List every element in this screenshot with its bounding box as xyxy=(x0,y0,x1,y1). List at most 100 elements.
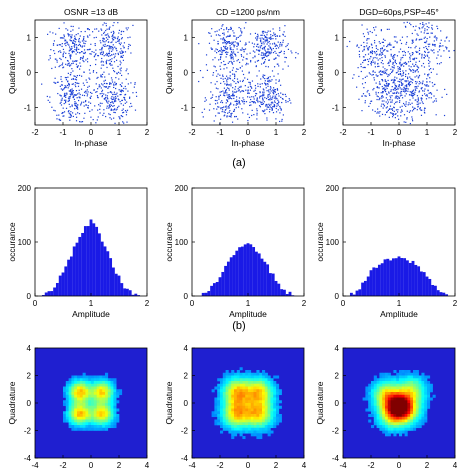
heatmap-cell xyxy=(253,405,257,409)
scatter-point xyxy=(129,36,131,38)
heatmap-cell xyxy=(93,378,97,382)
scatter-point xyxy=(79,44,82,47)
heatmap-cell xyxy=(415,405,419,409)
heatmap-cell xyxy=(264,411,268,415)
scatter-point xyxy=(230,114,232,116)
scatter-point xyxy=(270,104,272,106)
heatmap-cell xyxy=(418,425,422,429)
scatter-point xyxy=(64,101,67,104)
heatmap-cell xyxy=(236,378,240,382)
scatter-point xyxy=(384,55,386,57)
heatmap-cell xyxy=(107,411,111,415)
scatter-point xyxy=(261,103,264,105)
heatmap-cell xyxy=(250,397,254,401)
heatmap-cell xyxy=(418,414,422,418)
histogram-bar xyxy=(210,285,214,296)
scatter-point xyxy=(240,54,242,56)
scatter-point xyxy=(385,97,387,99)
heatmap-cell xyxy=(385,397,389,401)
heatmap-cell xyxy=(413,389,417,393)
scatter-point xyxy=(378,112,380,114)
heatmap-cell xyxy=(262,419,266,423)
scatter-point xyxy=(92,71,94,73)
scatter-point xyxy=(402,54,404,56)
scatter-point xyxy=(214,103,217,105)
heatmap-cell xyxy=(79,408,83,412)
heatmap-cell xyxy=(68,397,72,401)
scatter-point xyxy=(416,65,418,67)
scatter-point xyxy=(440,45,442,47)
histogram-bar xyxy=(445,294,449,296)
heatmap-cell xyxy=(74,403,78,407)
scatter-point xyxy=(411,42,413,44)
scatter-point xyxy=(383,45,385,47)
heatmap-cell xyxy=(264,383,268,387)
scatter-point xyxy=(257,101,259,103)
heatmap-cell xyxy=(396,372,400,376)
scatter-point xyxy=(72,115,74,118)
heatmap-cell xyxy=(407,370,411,374)
heatmap-cell xyxy=(407,422,411,426)
scatter-point xyxy=(410,70,412,72)
x-tick-label: 2 xyxy=(453,128,458,137)
heatmap-cell xyxy=(373,403,377,407)
scatter-point xyxy=(370,55,372,58)
heatmap-cell xyxy=(242,422,246,426)
scatter-point xyxy=(269,98,271,100)
scatter-point xyxy=(269,108,271,110)
heatmap-cell xyxy=(424,400,428,404)
heatmap-cell xyxy=(373,422,377,426)
scatter-point xyxy=(409,94,411,96)
scatter-point xyxy=(425,85,427,87)
heatmap-cell xyxy=(220,394,224,398)
heatmap-cell xyxy=(413,427,417,431)
scatter-point xyxy=(386,69,388,71)
heatmap-cell xyxy=(236,370,240,374)
scatter-point xyxy=(407,51,409,53)
heatmap-cell xyxy=(264,386,268,390)
x-tick-label: -4 xyxy=(31,461,39,470)
scatter-point xyxy=(249,89,252,91)
heatmap-cell xyxy=(74,425,78,429)
scatter-point xyxy=(221,50,224,52)
scatter-point xyxy=(220,57,222,59)
heatmap-cell xyxy=(250,386,254,390)
scatter-point xyxy=(104,79,107,81)
scatter-point xyxy=(130,52,132,54)
scatter-point xyxy=(107,102,109,104)
heatmap-cell xyxy=(250,394,254,398)
x-tick-label: -1 xyxy=(367,128,375,137)
scatter-point xyxy=(259,92,261,94)
scatter-point xyxy=(55,58,57,60)
scatter-point xyxy=(426,54,428,56)
histogram-bar xyxy=(109,258,113,296)
x-tick-label: 1 xyxy=(397,299,402,308)
scatter-point xyxy=(396,77,398,79)
heatmap-cell xyxy=(245,427,249,431)
heatmap-cell xyxy=(77,416,81,420)
scatter-point xyxy=(261,83,263,85)
scatter-point xyxy=(382,92,384,94)
scatter-point xyxy=(134,109,137,111)
scatter-point xyxy=(407,104,409,106)
scatter-point xyxy=(77,33,79,35)
heatmap-cell xyxy=(415,372,419,376)
heatmap-cell xyxy=(222,427,226,431)
heatmap-cell xyxy=(113,405,117,409)
scatter-point xyxy=(86,28,89,30)
heatmap-cell xyxy=(225,394,229,398)
heatmap-cell xyxy=(239,425,243,429)
heatmap-cell xyxy=(262,392,266,396)
scatter-point xyxy=(208,32,210,34)
heatmap-cell xyxy=(421,386,425,390)
scatter-point xyxy=(372,73,374,76)
heatmap-cell xyxy=(424,386,428,390)
scatter-point xyxy=(77,51,79,53)
scatter-point xyxy=(405,88,407,90)
scatter-point xyxy=(401,94,403,96)
scatter-point xyxy=(421,55,423,57)
histogram-bar xyxy=(358,289,362,296)
scatter-point xyxy=(88,101,90,103)
heatmap-cell xyxy=(110,386,114,390)
scatter-point xyxy=(259,40,262,42)
